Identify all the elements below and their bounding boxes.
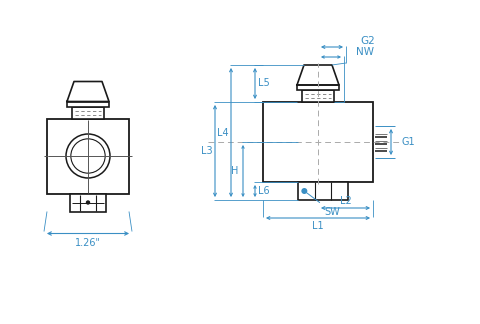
Text: L5: L5 (258, 78, 270, 88)
Text: H: H (231, 166, 239, 176)
Text: 1.26": 1.26" (75, 237, 101, 248)
Text: SW: SW (307, 193, 340, 217)
Text: G1: G1 (401, 137, 415, 147)
Bar (263, 102, 373, 182)
Text: G2: G2 (360, 36, 375, 46)
Circle shape (301, 188, 307, 194)
Text: L1: L1 (312, 221, 324, 231)
Text: L4: L4 (217, 128, 229, 137)
Bar (67, 101, 109, 107)
Bar (298, 182, 348, 200)
Bar (297, 85, 339, 90)
Bar (47, 119, 129, 193)
Text: L2: L2 (340, 196, 351, 206)
Text: L3: L3 (201, 146, 213, 156)
Circle shape (86, 201, 89, 204)
Bar (72, 107, 104, 119)
Text: NW: NW (356, 47, 374, 57)
Bar (70, 193, 106, 212)
Bar (302, 90, 334, 102)
Text: L6: L6 (258, 186, 270, 196)
